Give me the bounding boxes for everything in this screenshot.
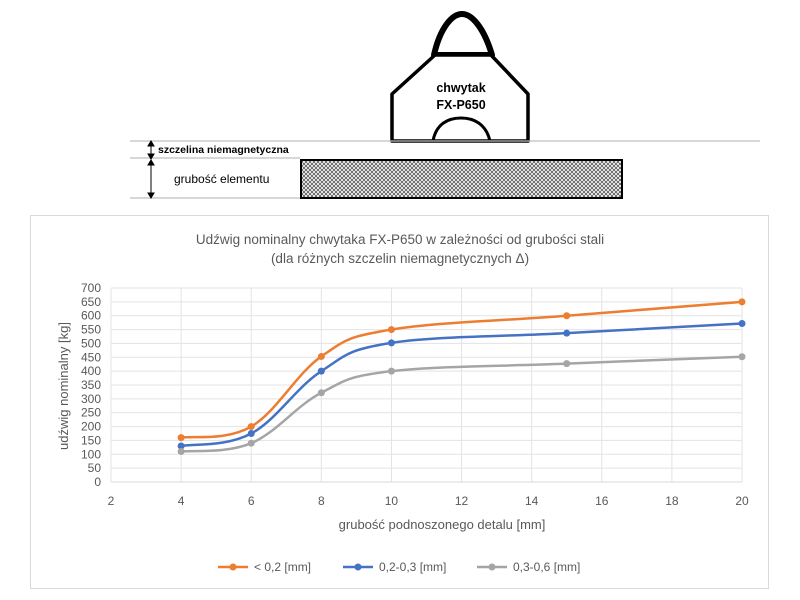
legend-marker-1 — [229, 563, 237, 571]
x-tick-label: 6 — [248, 494, 255, 508]
line-chart: Udźwig nominalny chwytaka FX-P650 w zale… — [56, 232, 749, 574]
series-point-2 — [563, 329, 571, 337]
x-tick-label: 16 — [595, 494, 609, 508]
y-axis-label: udźwig nominalny [kg] — [56, 322, 71, 450]
legend-marker-3 — [488, 563, 496, 571]
series-point-1 — [247, 423, 255, 431]
chart-grid — [110, 287, 743, 483]
x-tick-label: 10 — [385, 494, 399, 508]
legend-label-3: 0,3-0,6 [mm] — [513, 560, 580, 574]
series-point-1 — [387, 326, 395, 334]
y-tick-label: 250 — [81, 406, 101, 420]
thickness-label: grubość elementu — [174, 172, 269, 186]
y-tick-label: 50 — [88, 461, 102, 475]
chart-title: Udźwig nominalny chwytaka FX-P650 w zale… — [196, 232, 604, 247]
series-point-2 — [387, 339, 395, 347]
thickness-dimension-arrow — [147, 159, 155, 199]
series-point-3 — [317, 389, 325, 397]
y-tick-label: 400 — [81, 364, 101, 378]
y-tick-label: 300 — [81, 392, 101, 406]
y-tick-label: 200 — [81, 420, 101, 434]
series-point-3 — [247, 439, 255, 447]
series-point-3 — [387, 367, 395, 375]
series-point-3 — [563, 360, 571, 368]
legend-label-1: < 0,2 [mm] — [254, 560, 311, 574]
series-point-2 — [247, 430, 255, 437]
gripper-name: chwytak — [436, 81, 485, 95]
gripper-handle — [431, 11, 495, 58]
y-tick-labels: 0501001502002503003504004505005506006507… — [81, 281, 101, 489]
x-tick-labels: 2 4 6 8 10 12 14 16 18 20 — [108, 494, 749, 508]
chart-subtitle: (dla różnych szczelin niemagnetycznych Δ… — [271, 251, 529, 266]
y-tick-label: 150 — [81, 433, 101, 447]
x-tick-label: 18 — [665, 494, 679, 508]
x-tick-label: 20 — [735, 494, 749, 508]
y-tick-label: 450 — [81, 350, 101, 364]
series-point-3 — [177, 448, 185, 456]
chart-area: Udźwig nominalny chwytaka FX-P650 w zale… — [30, 215, 769, 589]
x-tick-label: 12 — [455, 494, 469, 508]
chart-legend: < 0,2 [mm] 0,2-0,3 [mm] 0,3-0,6 [mm] — [218, 560, 580, 574]
gripper-diagram: chwytak FX-P650 szczelina niemagnetyczna… — [130, 11, 760, 199]
y-tick-label: 350 — [81, 378, 101, 392]
x-tick-label: 8 — [318, 494, 325, 508]
series-point-1 — [738, 298, 746, 306]
x-tick-label: 14 — [525, 494, 539, 508]
gripper-model: FX-P650 — [436, 98, 485, 112]
x-axis-label: grubość podnoszonego detalu [mm] — [339, 517, 546, 532]
series-point-2 — [317, 367, 325, 375]
legend-label-2: 0,2-0,3 [mm] — [379, 560, 446, 574]
y-tick-label: 0 — [94, 475, 101, 489]
series-point-2 — [177, 442, 185, 450]
y-tick-label: 700 — [81, 281, 101, 295]
series-point-1 — [317, 352, 325, 360]
y-tick-label: 550 — [81, 323, 101, 337]
series-point-1 — [177, 434, 185, 442]
x-tick-label: 4 — [178, 494, 185, 508]
y-tick-label: 650 — [81, 295, 101, 309]
y-tick-label: 500 — [81, 336, 101, 350]
x-tick-label: 2 — [108, 494, 115, 508]
y-tick-label: 600 — [81, 309, 101, 323]
series-point-1 — [563, 312, 571, 320]
gap-dimension-arrow — [147, 140, 155, 160]
series-point-3 — [738, 353, 746, 361]
workpiece — [300, 159, 623, 199]
series-point-2 — [738, 319, 746, 327]
legend-marker-2 — [354, 563, 362, 571]
gap-label: szczelina niemagnetyczna — [158, 144, 289, 156]
chart-series — [177, 298, 746, 456]
y-tick-label: 100 — [81, 447, 101, 461]
gripper-pole-arch — [431, 116, 492, 142]
